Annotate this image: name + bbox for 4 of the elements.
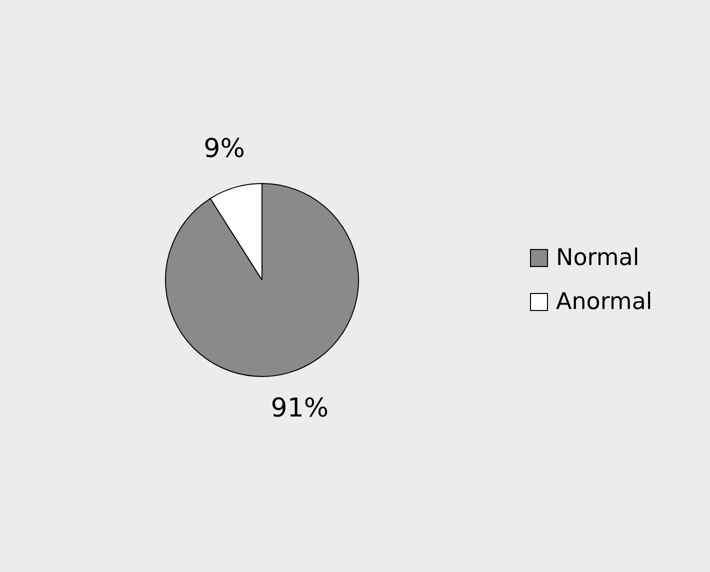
data-label: 9%	[204, 134, 245, 164]
legend-label: Anormal	[556, 289, 652, 315]
data-label: 91%	[270, 393, 329, 424]
legend-label: Normal	[556, 245, 640, 271]
